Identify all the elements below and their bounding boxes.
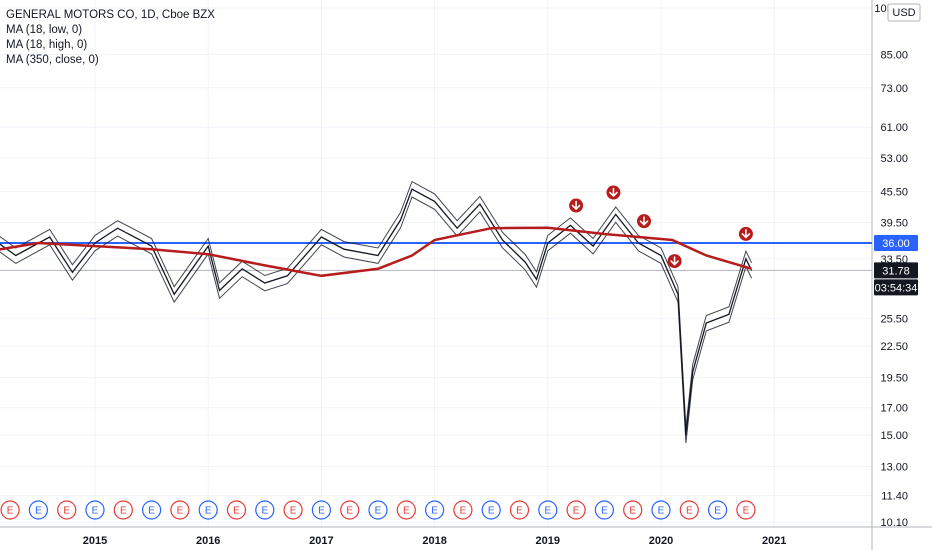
earnings-event-marker[interactable]: [623, 500, 643, 520]
down-arrow-glyph: [741, 229, 751, 239]
earnings-event-marker[interactable]: [566, 500, 586, 520]
earnings-event-marker[interactable]: [0, 500, 20, 520]
earnings-event-label: E: [544, 506, 551, 517]
earnings-event-marker[interactable]: [481, 500, 501, 520]
earnings-event-label: E: [148, 506, 155, 517]
earnings-event-marker[interactable]: [509, 500, 530, 520]
earnings-event-marker[interactable]: [679, 500, 699, 520]
price-series-line: [0, 188, 753, 436]
y-tick-label: 13.00: [880, 462, 908, 474]
level-line-badge: [874, 234, 918, 251]
earnings-event-label: E: [601, 506, 608, 517]
down-arrow-glyph: [670, 256, 679, 266]
earnings-event-label: E: [63, 506, 70, 517]
indicator-ma-18-high[interactable]: MA (18, high, 0): [6, 39, 88, 51]
earnings-event-marker[interactable]: [594, 500, 615, 520]
earnings-event-label: E: [7, 506, 14, 517]
earnings-event-marker[interactable]: [255, 500, 275, 520]
earnings-event-label: E: [516, 506, 523, 517]
earnings-event-marker[interactable]: [396, 500, 416, 520]
chart-legend: GENERAL MOTORS CO, 1D, Cboe BZX MA (18, …: [6, 8, 215, 68]
plot-area[interactable]: [0, 0, 872, 527]
earnings-event-label: E: [375, 506, 382, 517]
ma-350-close-line: [0, 226, 752, 278]
currency-label: USD: [892, 7, 915, 19]
earnings-event-label: E: [120, 506, 127, 517]
countdown-badge: [874, 279, 918, 296]
earnings-event-label: E: [318, 506, 325, 517]
down-arrow-glyph: [609, 187, 618, 198]
y-tick-label: 17.00: [880, 403, 908, 415]
earnings-event-marker[interactable]: [113, 500, 133, 520]
x-tick-label: 2015: [83, 535, 107, 547]
countdown-badge-text: 03:54:34: [875, 282, 918, 294]
y-tick-label: 22.50: [880, 341, 908, 353]
earnings-event-label: E: [403, 506, 410, 517]
x-tick-label: 2019: [536, 535, 560, 547]
x-tick-label: 2018: [422, 535, 446, 547]
earnings-event-label: E: [92, 506, 99, 517]
earnings-event-label: E: [177, 506, 184, 517]
earnings-event-marker[interactable]: [311, 500, 331, 520]
level-line-badge-text: 36.00: [882, 238, 910, 250]
y-tick-label: 45.50: [880, 187, 908, 199]
y-tick-label: 61.00: [880, 122, 908, 134]
indicator-ma-18-low[interactable]: MA (18, low, 0): [6, 24, 83, 36]
y-tick-label: 19.50: [880, 373, 908, 385]
earnings-event-label: E: [686, 506, 693, 517]
earnings-event-label: E: [290, 506, 297, 517]
earnings-event-marker[interactable]: [28, 500, 49, 520]
earnings-event-label: E: [35, 506, 42, 517]
earnings-event-marker[interactable]: [85, 500, 105, 520]
y-tick-label: 10.10: [880, 517, 908, 529]
earnings-event-label: E: [488, 506, 495, 517]
earnings-event-label: E: [573, 506, 580, 517]
y-tick-label: 85.00: [880, 49, 908, 61]
x-tick-label: 2021: [762, 535, 786, 547]
indicator-ma-350-close[interactable]: MA (350, close, 0): [6, 54, 99, 66]
y-tick-label: 39.50: [880, 218, 908, 230]
earnings-event-marker[interactable]: [170, 500, 190, 520]
earnings-event-label: E: [346, 506, 353, 517]
earnings-event-label: E: [431, 506, 438, 517]
earnings-event-marker[interactable]: [142, 500, 162, 520]
last-price-badge: [874, 262, 918, 279]
earnings-event-label: E: [743, 506, 750, 517]
x-tick-label: 2020: [649, 535, 673, 547]
earnings-event-marker[interactable]: [651, 500, 671, 520]
currency-button[interactable]: [887, 3, 921, 22]
earnings-event-label: E: [629, 506, 636, 517]
earnings-event-marker[interactable]: [425, 500, 445, 520]
x-tick-label: 2017: [309, 535, 333, 547]
last-price-badge-text: 31.78: [882, 265, 910, 277]
earnings-event-marker[interactable]: [283, 500, 303, 520]
earnings-event-label: E: [233, 506, 240, 517]
ma-18-high-line: [0, 180, 753, 428]
earnings-event-label: E: [261, 506, 268, 517]
y-tick-label: 25.50: [880, 314, 908, 326]
earnings-event-marker[interactable]: [340, 500, 360, 520]
x-tick-label: 2016: [196, 535, 220, 547]
earnings-event-label: E: [205, 506, 212, 517]
y-tick-label: 15.00: [880, 430, 908, 442]
earnings-event-marker[interactable]: [57, 500, 77, 520]
earnings-event-marker[interactable]: [226, 500, 247, 520]
earnings-event-label: E: [658, 506, 665, 517]
down-arrow-glyph: [639, 216, 649, 226]
earnings-event-marker[interactable]: [198, 500, 218, 520]
y-tick-label: 53.00: [880, 153, 908, 165]
earnings-event-marker[interactable]: [707, 500, 728, 520]
y-tick-label: 11.40: [881, 490, 908, 502]
earnings-event-label: E: [714, 506, 721, 517]
earnings-event-marker[interactable]: [538, 500, 558, 520]
chart-title: GENERAL MOTORS CO, 1D, Cboe BZX: [6, 9, 215, 21]
earnings-event-marker[interactable]: [736, 500, 756, 520]
earnings-event-marker[interactable]: [453, 500, 473, 520]
y-tick-label: 73.00: [880, 83, 908, 95]
earnings-event-label: E: [460, 506, 467, 517]
down-arrow-glyph: [571, 200, 581, 211]
earnings-event-marker[interactable]: [368, 500, 388, 520]
